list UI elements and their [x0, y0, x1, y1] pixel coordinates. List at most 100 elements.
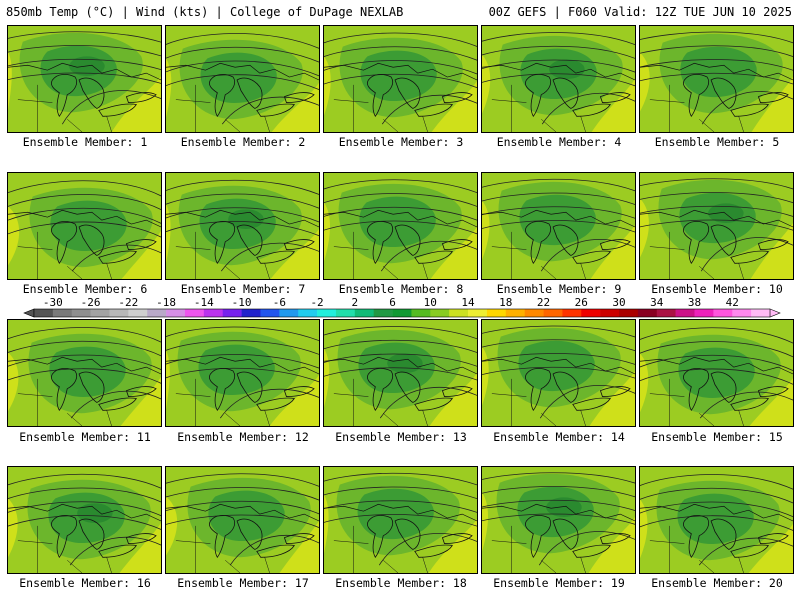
great-lakes-outline	[283, 533, 315, 544]
cool-temp-zone	[359, 196, 436, 248]
state-border	[491, 84, 586, 132]
cool-temp-zone	[360, 50, 437, 102]
height-contour	[539, 385, 635, 419]
height-contour	[166, 193, 319, 209]
colorbar-swatch	[619, 309, 639, 317]
great-lakes-outline	[78, 224, 105, 256]
cool-temp-core	[708, 203, 744, 224]
colorbar-swatch	[34, 309, 54, 317]
height-contour	[8, 180, 161, 197]
member-map-panel	[165, 319, 320, 427]
great-lakes-outline	[552, 371, 579, 403]
height-contour	[541, 92, 635, 125]
warm-temp-zone	[431, 80, 477, 132]
member-map-panel	[323, 319, 478, 427]
colorbar-swatch	[90, 309, 110, 317]
height-contour	[229, 534, 319, 566]
height-contour	[381, 94, 477, 125]
great-lakes-outline	[394, 224, 421, 256]
great-lakes-outline	[757, 92, 789, 103]
great-lakes-outline	[236, 224, 263, 256]
great-lakes-outline	[125, 386, 157, 397]
height-contour	[640, 327, 793, 344]
great-lakes-outline	[367, 368, 394, 412]
border-line	[324, 356, 477, 375]
colorbar-tick-label: 10	[424, 296, 437, 309]
colorbar-tick-label: -22	[118, 296, 138, 309]
colorbar-swatch	[694, 309, 714, 317]
member-label: Ensemble Member: 5	[654, 135, 780, 149]
colorbar-swatch	[222, 309, 242, 317]
great-lakes-outline	[98, 103, 137, 117]
border-line	[166, 503, 319, 522]
height-contour	[220, 242, 319, 272]
colorbar-swatch	[600, 309, 620, 317]
great-lakes-outline	[730, 397, 769, 411]
great-lakes-outline	[394, 77, 421, 109]
colorbar-swatch	[656, 309, 676, 317]
height-contour	[640, 354, 793, 372]
great-lakes-outline	[283, 386, 315, 397]
member-map-panel	[481, 466, 636, 574]
height-contour	[324, 326, 477, 340]
member-label: Ensemble Member: 18	[335, 576, 467, 590]
member-map-panel	[323, 466, 478, 574]
great-lakes-outline	[683, 368, 710, 412]
member-map-panel	[639, 172, 794, 280]
state-border	[333, 525, 428, 573]
height-contour	[324, 46, 477, 61]
height-contour	[8, 487, 161, 503]
height-contour	[69, 536, 161, 566]
cool-temp-zone	[50, 200, 127, 251]
height-contour	[324, 514, 477, 527]
warm-temp-zone	[640, 353, 649, 413]
great-lakes-outline	[394, 371, 421, 403]
colorbar-swatch	[166, 309, 186, 317]
height-contour	[640, 368, 793, 385]
colorbar-swatch	[335, 309, 356, 317]
state-border	[491, 231, 586, 279]
colorbar-swatch	[279, 309, 299, 317]
warm-temp-zone	[751, 77, 793, 132]
member-map-panel	[165, 172, 320, 280]
border-line	[640, 62, 793, 81]
member-map-panel	[7, 25, 162, 133]
great-lakes-outline	[367, 221, 394, 265]
height-contour	[324, 339, 477, 354]
cool-temp-core	[77, 503, 113, 523]
warm-temp-zone	[271, 82, 319, 132]
state-border	[17, 231, 112, 279]
height-contour	[482, 472, 635, 484]
height-contour	[166, 354, 319, 369]
state-border	[333, 84, 428, 132]
border-line	[324, 503, 477, 522]
colorbar-swatch	[468, 309, 488, 317]
great-lakes-outline	[599, 386, 631, 397]
member-map-panel	[7, 172, 162, 280]
great-lakes-outline	[683, 74, 710, 118]
state-border	[649, 525, 744, 573]
warm-temp-zone	[8, 498, 18, 558]
member-label: Ensemble Member: 10	[651, 282, 783, 296]
great-lakes-outline	[552, 224, 579, 256]
warm-temp-zone	[121, 230, 161, 279]
height-contour	[8, 340, 161, 357]
great-lakes-outline	[256, 103, 295, 117]
border-line	[482, 356, 635, 375]
cool-temp-zone	[200, 52, 277, 103]
great-lakes-outline	[78, 371, 105, 403]
height-contour	[640, 72, 793, 85]
height-contour	[8, 501, 161, 517]
great-lakes-outline	[441, 386, 473, 397]
member-label: Ensemble Member: 11	[19, 430, 151, 444]
warm-temp-zone	[591, 79, 635, 132]
member-label: Ensemble Member: 2	[180, 135, 306, 149]
warm-temp-zone	[8, 352, 19, 412]
border-line	[8, 209, 161, 228]
colorbar-swatch	[543, 309, 563, 317]
great-lakes-outline	[552, 518, 579, 550]
great-lakes-outline	[572, 397, 611, 411]
cool-temp-zone	[518, 340, 595, 392]
member-label: Ensemble Member: 6	[22, 282, 148, 296]
height-contour	[8, 327, 161, 343]
